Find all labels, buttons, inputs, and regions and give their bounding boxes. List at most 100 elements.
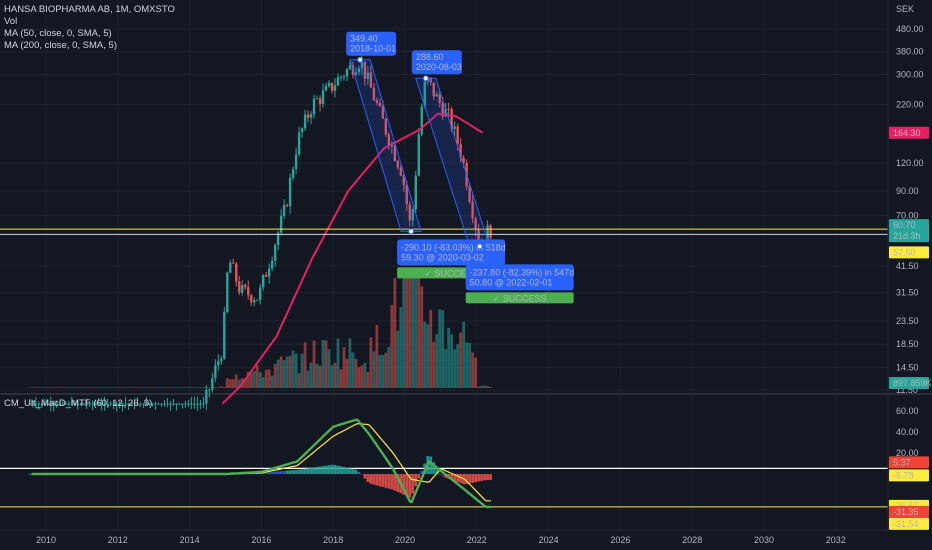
- ma50-label[interactable]: MA (50, close, 0, SMA, 5): [4, 28, 112, 39]
- volume-bar: [285, 356, 289, 388]
- volume-bar: [309, 362, 313, 388]
- candle-body: [345, 69, 349, 77]
- candle-body: [279, 215, 283, 233]
- volume-bar: [97, 387, 101, 388]
- volume-bar: [336, 338, 340, 388]
- candle-body: [360, 61, 364, 69]
- candle-body: [423, 81, 426, 107]
- volume-bar: [243, 378, 247, 388]
- volume-bar: [157, 387, 160, 388]
- macd-line: [31, 418, 491, 509]
- volume-bar: [456, 344, 460, 388]
- candle-body: [264, 274, 268, 277]
- candle-body: [175, 403, 178, 405]
- macd-hist-bar: [339, 466, 343, 474]
- macd-hist-bar: [483, 474, 486, 481]
- price-tick: 380.00: [896, 47, 924, 57]
- macd-hist-bar: [435, 468, 439, 474]
- candle-body: [450, 109, 453, 130]
- volume-bar: [175, 387, 178, 388]
- macd-hist-bar: [282, 470, 286, 474]
- macd-badge-b-bg: [889, 469, 929, 482]
- volume-bar: [306, 370, 310, 388]
- candle-body: [88, 403, 91, 405]
- candle-body: [333, 85, 337, 91]
- candle-body: [453, 126, 456, 130]
- macd-hist-bar: [417, 474, 421, 479]
- macd-hist-bar: [480, 474, 483, 481]
- volume-bar: [58, 387, 62, 388]
- currency-label: SEK: [896, 4, 914, 14]
- volume-bar: [396, 330, 400, 388]
- candle-body: [303, 114, 307, 129]
- candle-body: [157, 403, 160, 405]
- candle-body: [46, 403, 49, 405]
- volume-bar: [178, 387, 181, 388]
- volume-bar: [303, 342, 307, 388]
- macd-hist-bar: [309, 467, 313, 474]
- ma200-label[interactable]: MA (200, close, 0, SMA, 5): [4, 40, 117, 51]
- volume-bar: [219, 386, 223, 388]
- macd-hist-bar: [324, 465, 328, 474]
- candle-body: [232, 262, 235, 264]
- time-tick: 2026: [610, 535, 630, 545]
- macd-hist-bar: [288, 470, 292, 474]
- volume-bar: [345, 358, 349, 388]
- macd-hist-bar: [291, 470, 295, 474]
- volume-bar: [327, 349, 331, 388]
- candle-body: [327, 82, 331, 86]
- volume-bar: [139, 387, 142, 388]
- macd-hist-bar: [471, 474, 475, 483]
- macd-hist-bar: [405, 474, 409, 497]
- macd-hist-bar: [390, 474, 394, 490]
- volume-bar: [163, 387, 166, 388]
- candle-body: [217, 361, 220, 366]
- volume-bar: [432, 341, 436, 388]
- candle-body: [250, 295, 253, 303]
- candle-body: [378, 102, 382, 106]
- candle-body: [321, 90, 325, 104]
- annotation-shapes: [349, 59, 491, 247]
- candle-body: [73, 403, 76, 405]
- time-tick: 2032: [826, 535, 846, 545]
- candle-body: [447, 108, 450, 110]
- peak2-tag-price: 288.60: [416, 52, 444, 62]
- indicator-label[interactable]: CM_Ult_MacD_MTF (60, 12, 26, 9): [4, 398, 153, 409]
- peak2-tag-box: [411, 50, 462, 75]
- candle-body: [31, 403, 35, 405]
- candle-body: [103, 403, 106, 405]
- candle-body: [127, 403, 130, 405]
- volume-bar: [477, 386, 480, 388]
- candle-body: [235, 263, 238, 282]
- candle-body: [172, 403, 175, 405]
- volume-bar: [31, 387, 35, 388]
- volume-bar: [423, 321, 427, 388]
- price-tick: 120.00: [896, 158, 924, 168]
- time-tick: 2014: [180, 535, 200, 545]
- time-tick: 2012: [108, 535, 128, 545]
- volume-bar: [112, 387, 116, 388]
- candle-body: [471, 201, 474, 219]
- candle-body: [208, 389, 211, 391]
- price-tick: 300.00: [896, 69, 924, 79]
- macd-badge-b: -5.78: [893, 470, 914, 480]
- volume-bar: [429, 309, 433, 388]
- macd-hist-bar: [351, 468, 355, 474]
- candles: [28, 54, 492, 412]
- candle-body: [396, 161, 400, 168]
- volume-bar: [195, 387, 199, 388]
- macd-hist-bar: [366, 474, 370, 483]
- vol-label[interactable]: Vol: [4, 16, 18, 27]
- level-badge: 57.50: [893, 247, 916, 257]
- candle-body: [49, 403, 52, 405]
- volume-bar: [130, 387, 133, 388]
- volume-bar: [348, 338, 352, 388]
- symbol-title[interactable]: HANSA BIOPHARMA AB, 1M, OMXSTO: [4, 4, 175, 15]
- macd-hist-bar: [300, 469, 304, 474]
- ma-badge: 164.30: [893, 128, 921, 138]
- candle-body: [106, 403, 109, 405]
- candle-body: [300, 128, 304, 133]
- candle-body: [259, 287, 262, 300]
